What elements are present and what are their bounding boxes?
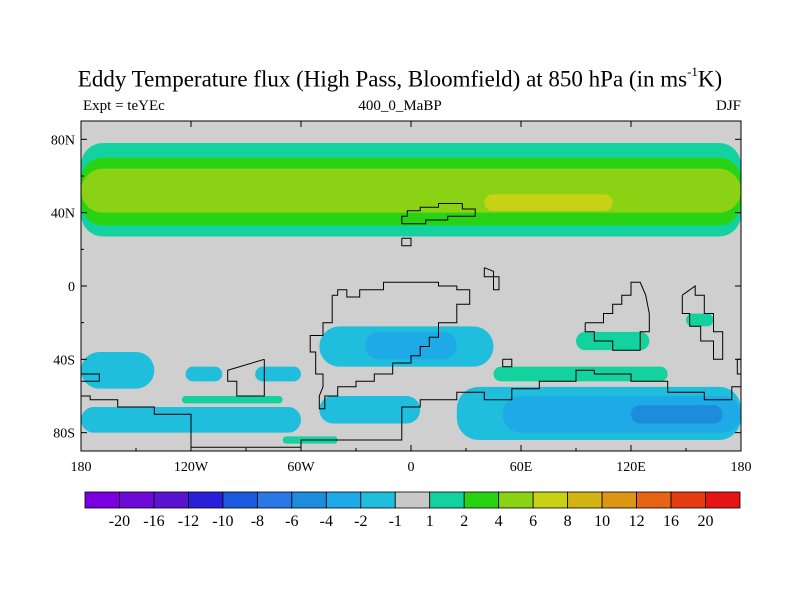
colorbar-box [601,491,637,509]
x-tick-label: 0 [408,460,415,475]
colorbar-box [256,491,293,509]
colorbar-label: 4 [495,513,503,530]
colorbar-box [429,491,465,509]
x-tick-label: 180 [71,460,92,475]
coastline-4 [227,358,265,397]
colorbar-box [532,491,569,509]
x-tick-label: 120E [616,460,646,475]
colorbar-label: 10 [594,513,610,530]
field-sh-indian-positive [493,366,668,382]
colorbar-box [463,491,500,509]
y-tick-label: 80S [53,427,75,442]
field-nh-band-core [81,168,741,213]
colorbar-label: -2 [354,513,367,530]
colorbar-label: 16 [663,513,679,530]
colorbar-box [153,491,189,509]
field-new-zealand-positive [686,313,714,327]
coastline-5 [81,369,741,451]
colorbar-box [360,491,396,509]
coastline-10 [502,358,513,368]
field-southern-ocean-east-max [631,405,723,424]
colorbar-label: 8 [564,513,572,530]
colorbar-box [119,491,155,509]
colorbar-label: -10 [212,513,233,530]
colorbar-box [291,491,327,509]
x-tick-label: 120W [174,460,209,475]
colorbar-box [636,491,672,509]
colorbar-label: 12 [629,513,645,530]
plot-title: Eddy Temperature flux (High Pass, Bloomf… [77,64,723,92]
field-sh-atlantic-core [365,331,457,360]
field-nh-atlantic-max [484,194,613,211]
coastline-2 [483,267,500,291]
map-axes: 180 120W 60W 0 60E 120E 180 80N 40N 0 40S 80S [51,121,752,475]
field-sh-south-pacific [81,352,155,389]
colorbar-label: -20 [109,513,130,530]
flux-field [81,143,741,444]
colorbar-label: -12 [178,513,199,530]
colorbar-box [705,491,741,509]
field-southern-ocean-atlantic [319,396,421,424]
coastline-6 [584,281,650,351]
coastlines [81,203,741,451]
coastline-7 [681,285,724,360]
colorbar-label: -8 [251,513,264,530]
run-label: 400_0_MaBP [358,98,442,114]
colorbar: -20 -16 -12 -10 -8 -6 -4 -2 -1 1 2 4 6 8 10 12 16 20 [84,491,741,530]
coastline-1 [401,237,412,247]
season-label: DJF [715,98,741,114]
colorbar-box [394,491,431,509]
colorbar-label: 6 [529,513,537,530]
x-tick-label: 60W [287,460,315,475]
coastline-3 [309,281,471,410]
colorbar-label: 20 [698,513,714,530]
experiment-label: Expt = teYEc [83,98,165,114]
colorbar-label: 2 [460,513,468,530]
colorbar-label: -1 [389,513,402,530]
field-sh-east-pacific-2 [255,366,301,382]
colorbar-label: -4 [320,513,333,530]
colorbar-box [567,491,603,509]
x-tick-label: 180 [731,460,752,475]
colorbar-box [84,491,120,509]
colorbar-box [325,491,362,509]
colorbar-box [222,491,258,509]
field-s-america-positive [181,396,283,404]
field-sh-east-pacific-1 [185,366,223,382]
colorbar-label: -16 [143,513,164,530]
colorbar-label: -6 [285,513,298,530]
y-tick-label: 40N [51,207,75,222]
colorbar-box [670,491,706,509]
colorbar-box [188,491,224,509]
coastline-8 [81,373,100,382]
coastline-0 [401,203,476,225]
y-tick-label: 0 [68,280,75,295]
x-tick-label: 60E [510,460,533,475]
y-tick-label: 40S [53,353,75,368]
y-tick-label: 80N [51,133,75,148]
colorbar-box [498,491,534,509]
colorbar-label: 1 [426,513,434,530]
